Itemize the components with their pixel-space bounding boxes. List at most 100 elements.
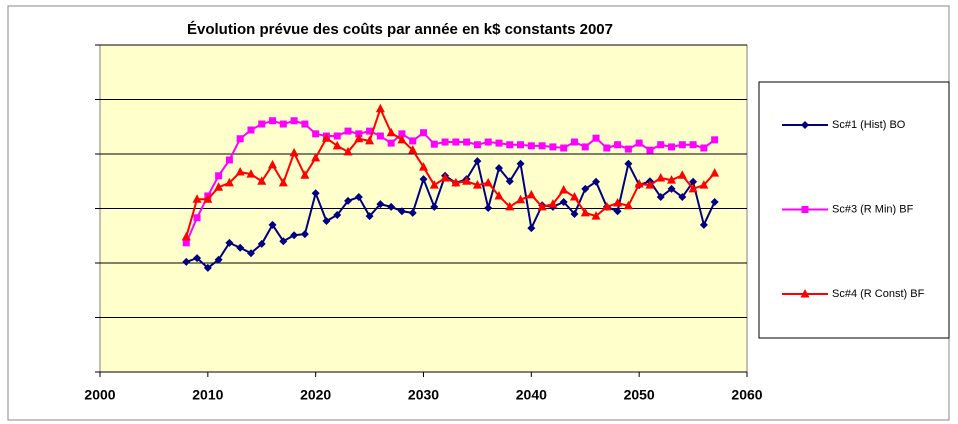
legend-label: Sc#1 (Hist) BO: [832, 119, 906, 131]
marker: [215, 172, 223, 180]
marker: [268, 220, 277, 229]
x-tick-label: 2000: [84, 387, 115, 403]
marker: [505, 177, 514, 186]
x-tick-label: 2040: [516, 387, 547, 403]
marker: [257, 239, 266, 248]
marker: [332, 140, 342, 150]
marker: [236, 243, 245, 252]
marker: [657, 141, 665, 149]
marker: [268, 159, 278, 169]
marker: [440, 172, 450, 182]
marker: [429, 180, 439, 189]
marker: [376, 200, 385, 209]
marker: [592, 177, 601, 186]
marker: [494, 190, 504, 200]
marker: [386, 127, 396, 137]
marker: [397, 207, 406, 216]
marker: [441, 138, 449, 146]
marker: [333, 132, 341, 140]
marker: [634, 178, 644, 188]
marker: [430, 140, 438, 148]
marker: [214, 182, 224, 191]
marker: [800, 289, 810, 298]
marker: [711, 136, 719, 144]
marker: [473, 157, 482, 166]
marker: [538, 142, 546, 150]
marker: [484, 138, 492, 146]
marker: [602, 201, 612, 211]
marker: [484, 203, 493, 212]
x-tick-label: 2020: [300, 387, 331, 403]
marker: [322, 217, 331, 226]
marker: [472, 180, 482, 189]
marker: [678, 193, 687, 202]
marker: [246, 169, 256, 178]
marker: [365, 212, 374, 221]
marker: [462, 176, 472, 185]
marker: [591, 211, 601, 220]
marker: [710, 168, 720, 177]
marker: [516, 159, 525, 168]
marker: [257, 176, 267, 185]
marker: [581, 143, 589, 151]
marker: [801, 206, 809, 213]
marker: [516, 194, 526, 204]
marker: [560, 144, 568, 152]
marker: [494, 164, 503, 173]
marker: [624, 145, 632, 153]
marker: [668, 143, 676, 151]
x-tick-label: 2060: [731, 387, 762, 403]
marker: [214, 255, 223, 264]
marker: [656, 193, 665, 202]
marker: [527, 224, 536, 233]
marker: [193, 214, 201, 222]
marker: [409, 137, 417, 145]
marker: [570, 138, 578, 146]
marker: [667, 175, 677, 184]
marker: [689, 177, 698, 186]
marker: [700, 144, 708, 152]
marker: [559, 184, 569, 194]
marker: [279, 237, 288, 246]
marker: [300, 230, 309, 239]
marker: [419, 175, 428, 184]
marker: [182, 257, 191, 266]
marker: [603, 144, 611, 152]
marker: [321, 133, 331, 142]
marker: [290, 231, 299, 240]
marker: [559, 197, 568, 206]
marker: [301, 120, 309, 128]
x-tick-label: 2010: [192, 387, 223, 403]
marker: [526, 189, 536, 199]
marker: [354, 133, 364, 143]
marker: [656, 172, 666, 182]
marker: [645, 180, 655, 189]
marker: [623, 200, 633, 210]
marker: [613, 198, 623, 207]
marker: [548, 199, 558, 208]
marker: [646, 146, 654, 154]
marker: [192, 194, 202, 203]
x-tick-label: 2050: [624, 387, 655, 403]
marker: [430, 202, 439, 211]
marker: [354, 193, 363, 202]
marker: [225, 238, 234, 247]
marker: [203, 263, 212, 272]
marker: [463, 138, 471, 146]
marker: [688, 183, 698, 193]
marker: [495, 139, 503, 147]
marker: [225, 156, 233, 164]
marker: [300, 170, 310, 179]
marker: [289, 147, 299, 157]
marker: [344, 196, 353, 205]
marker: [365, 135, 375, 145]
marker: [420, 129, 427, 137]
marker: [537, 201, 547, 211]
marker: [570, 209, 579, 218]
marker: [506, 141, 514, 149]
marker: [258, 120, 266, 128]
marker: [246, 249, 255, 258]
marker: [569, 192, 579, 201]
marker: [699, 220, 708, 229]
